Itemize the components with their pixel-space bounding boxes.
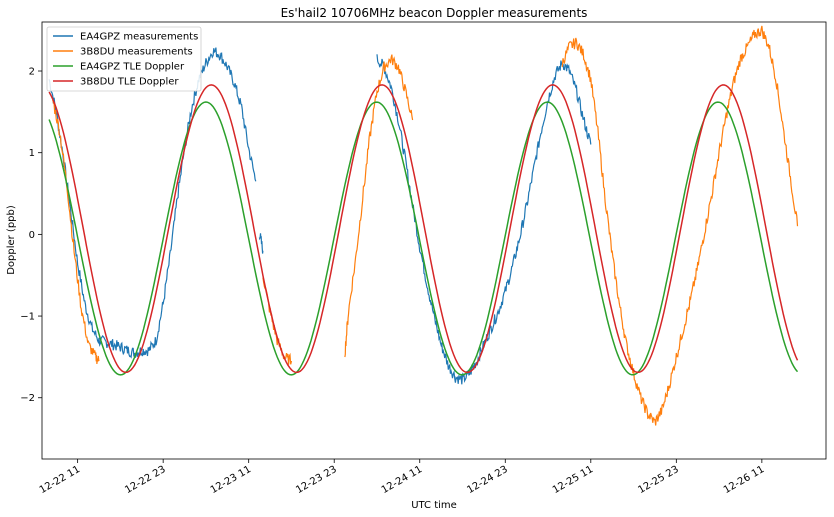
x-tick-label: 12-22 23 [123,464,167,496]
x-tick-label: 12-22 11 [38,464,82,496]
y-tick-label: 0 [29,230,35,241]
x-tick-label: 12-26 11 [722,464,766,496]
series-1-segment-2 [344,54,414,358]
series-0-segment-1 [258,233,264,254]
legend-label-3b8du-tle: 3B8DU TLE Doppler [80,77,179,88]
x-tick-label: 12-24 23 [465,464,509,496]
y-tick-label: −1 [20,312,35,323]
x-tick-label: 12-24 11 [380,464,424,496]
legend-label-ea4gpz-tle: EA4GPZ TLE Doppler [80,62,185,73]
chart-title: Es'hail2 10706MHz beacon Doppler measure… [281,6,588,20]
y-tick-label: 2 [29,67,35,78]
series-0-segment-0 [48,47,257,359]
x-tick-label: 12-23 23 [294,464,338,496]
legend-label-3b8du-measurements: 3B8DU measurements [80,47,193,58]
x-tick-label: 12-25 11 [551,464,595,496]
x-axis-label: UTC time [411,500,457,511]
x-tick-label: 12-25 23 [636,464,680,496]
series-1-segment-1 [262,277,293,365]
legend-box [46,26,202,92]
legend: EA4GPZ measurements 3B8DU measurements E… [46,26,202,92]
legend-label-ea4gpz-measurements: EA4GPZ measurements [80,32,198,43]
x-tick-label: 12-23 11 [209,464,253,496]
y-tick-label: −2 [20,393,35,404]
series-layer [48,25,799,426]
series-1-segment-3 [561,25,799,426]
series-2-line [48,101,799,376]
series-1-segment-0 [52,99,100,365]
y-axis-label: Doppler (ppb) [6,205,17,275]
plot-frame [41,21,827,460]
y-tick-label: 1 [29,148,35,159]
x-axis: 12-22 11 12-22 23 12-23 11 12-23 23 12-24 11… [38,459,766,496]
series-3-line [48,84,799,374]
y-axis: −2 −1 0 1 2 [20,67,42,404]
